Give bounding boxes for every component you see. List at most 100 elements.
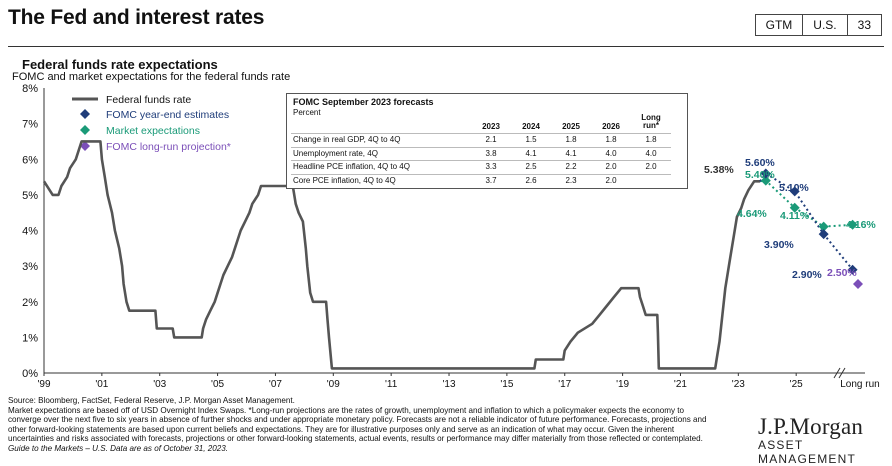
col-2024: 2024 [522,122,540,131]
forecast-table-header: 2023 2024 2025 2026 Long run* [291,111,671,134]
forecast-table-subtitle: Percent [293,108,321,117]
legend-swatch-diamond [80,125,90,135]
tag-region: U.S. [802,15,846,35]
jpmorgan-logo: J.P.Morgan ASSET MANAGEMENT [758,414,892,466]
chart-legend: Federal funds rate FOMC year-end estimate… [72,94,231,153]
table-cell: 3.7 [471,173,511,187]
chart-title: Federal funds rate expectations [22,57,218,72]
x-tick-label: '05 [211,379,224,390]
market-expectation-point [760,175,771,186]
y-tick-label: 2% [22,297,38,309]
table-cell: 1.8 [631,133,671,147]
table-cell: 4.1 [511,146,551,161]
y-tick-label: 1% [22,332,38,344]
forecast-table-grid: 2023 2024 2025 2026 Long run* Change in … [291,111,671,187]
label-market-2026: 4.16% [846,219,876,231]
row-label: Core PCE inflation, 4Q to 4Q [291,173,471,187]
footnote-date: Guide to the Markets – U.S. Data are as … [8,443,228,453]
table-cell: 4.1 [551,146,591,161]
label-fomc-2024: 5.10% [779,182,809,194]
x-tick-label: '09 [327,379,340,390]
y-tick-label: 0% [22,368,38,380]
legend-label: FOMC year-end estimates [106,109,229,121]
col-2025: 2025 [562,122,580,131]
y-tick-label: 6% [22,154,38,166]
x-tick-label: '01 [95,379,108,390]
page-tags: GTM U.S. 33 [754,14,882,36]
y-tick-label: 4% [22,226,38,238]
chart-axes: 0% 1% 2% 3% 4% 5% 6% 7% 8% '99 '01 '03 '05 '07 '09 '11 '… [22,83,880,390]
axis-break-mark [838,367,846,379]
logo-tagline: ASSET MANAGEMENT [758,438,857,466]
y-tick-label: 8% [22,83,38,95]
footnote-source: Source: Bloomberg, FactSet, Federal Rese… [8,396,295,405]
chart-subtitle: FOMC and market expectations for the fed… [12,71,291,83]
chart-annotations: 5.38% 5.60%5.40% 5.10% 4.64% 4.11% 3.90% 4.16%… [704,157,876,281]
table-cell: 4.0 [631,146,671,161]
table-row: Change in real GDP, 4Q to 4Q 2.1 1.5 1.8… [291,133,671,147]
fomc-estimate-point [818,229,829,240]
legend-label: FOMC long-run projection* [106,141,231,153]
table-cell: 2.3 [551,173,591,187]
y-tick-label: 7% [22,119,38,131]
fomc-estimate-point [789,186,800,197]
long-run-projection-point [853,278,863,289]
x-tick-label: '21 [674,379,687,390]
tag-gtm: GTM [765,18,793,32]
forecast-table-title: FOMC September 2023 forecasts [293,97,434,107]
table-row: Unemployment rate, 4Q 3.8 4.1 4.1 4.0 4.… [291,146,671,161]
x-tick-label: '15 [500,379,513,390]
legend-label: Federal funds rate [106,94,191,106]
table-cell: 2.6 [511,173,551,187]
table-row: Core PCE inflation, 4Q to 4Q 3.7 2.6 2.3… [291,173,671,187]
row-label: Change in real GDP, 4Q to 4Q [291,133,471,147]
x-tick-label: '23 [732,379,745,390]
x-tick-label: '13 [442,379,455,390]
x-tick-label: '17 [558,379,571,390]
forecast-table: FOMC September 2023 forecasts Percent 20… [286,93,688,189]
table-cell: 2.2 [551,160,591,174]
table-cell: 2.0 [591,160,631,174]
label-market-2023: 5.40% [745,169,775,181]
x-tick-label: '19 [616,379,629,390]
row-label: Headline PCE inflation, 4Q to 4Q [291,160,471,174]
y-tick-label: 5% [22,190,38,202]
fomc-estimate-point [760,168,771,179]
footnotes: Source: Bloomberg, FactSet, Federal Rese… [8,396,714,453]
table-cell: 2.1 [471,133,511,147]
table-row: Headline PCE inflation, 4Q to 4Q 3.3 2.5… [291,160,671,174]
table-cell: 1.5 [511,133,551,147]
fomc-estimate-point [847,264,858,275]
axis-break-mark [833,367,841,379]
table-cell: 2.5 [511,160,551,174]
row-label: Unemployment rate, 4Q [291,146,471,161]
page-title: The Fed and interest rates [8,6,265,29]
table-cell: 1.8 [591,133,631,147]
y-tick-label: 3% [22,261,38,273]
footnote-disclaimer: Market expectations are based off of USD… [8,405,707,444]
table-cell: 3.3 [471,160,511,174]
tag-page-number: 33 [846,15,881,35]
col-long-run: Long run* [641,113,661,130]
x-tick-label: '07 [269,379,282,390]
header-rule [8,46,884,47]
table-cell: 2.0 [591,173,631,187]
label-market-2024: 4.64% [737,208,767,220]
legend-label: Market expectations [106,125,200,137]
legend-swatch-diamond [80,109,90,119]
x-tick-label: '99 [37,379,50,390]
table-cell: 1.8 [551,133,591,147]
table-cell [631,173,671,187]
x-tick-label: '11 [385,379,398,390]
x-tick-label: Long run [840,379,879,390]
market-expectation-point [818,221,829,232]
label-long-run: 2.50% [827,267,857,279]
market-expectation-point [789,202,800,213]
x-tick-label: '03 [153,379,166,390]
label-market-2025: 4.11% [780,210,810,222]
x-tick-label: '25 [790,379,803,390]
label-fomc-2026: 2.90% [792,269,822,281]
label-fomc-2023: 5.60% [745,157,775,169]
label-fomc-2025: 3.90% [764,239,794,251]
